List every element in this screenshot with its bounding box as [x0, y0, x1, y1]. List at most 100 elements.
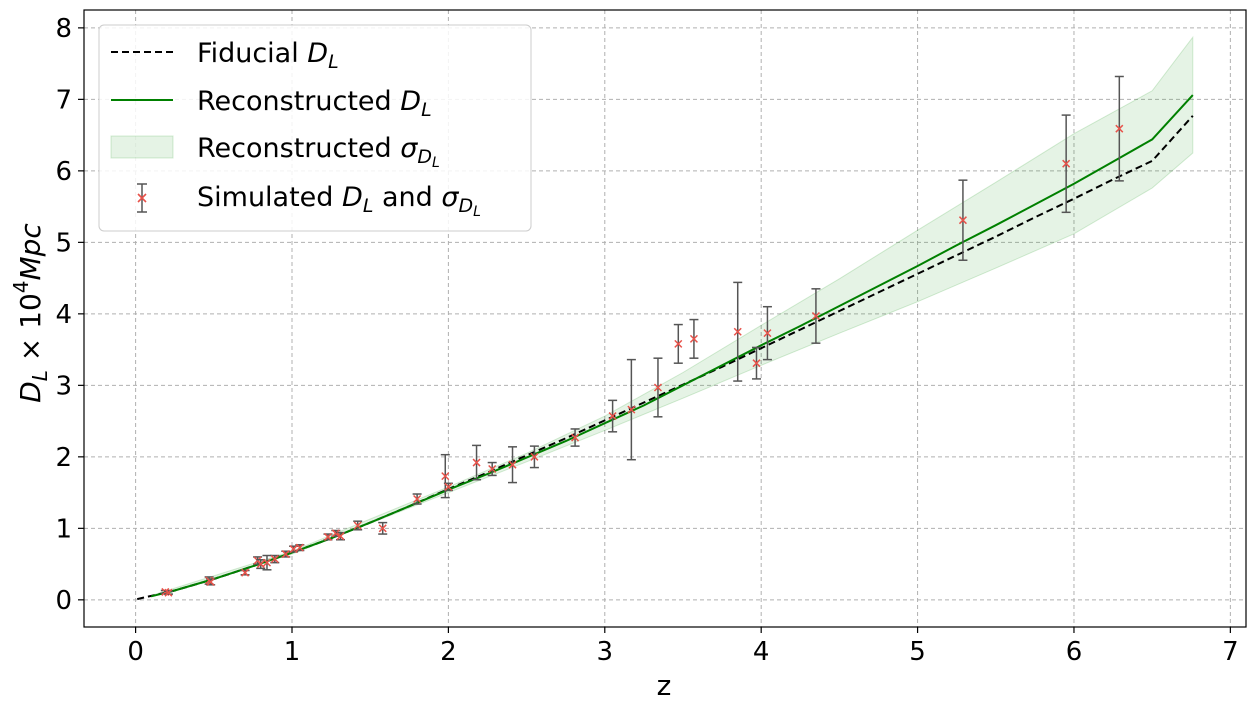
- data-point: [323, 532, 333, 541]
- point-marker: [262, 558, 272, 567]
- y-tick-label: 2: [55, 443, 72, 473]
- legend-simulated-swatch: [137, 183, 147, 213]
- point-marker: [508, 460, 517, 469]
- y-axis-title-times: × 10: [14, 293, 47, 370]
- data-point: [1061, 114, 1071, 214]
- y-tick-label: 6: [55, 157, 72, 187]
- point-marker: [323, 532, 333, 541]
- point-marker: [336, 532, 345, 541]
- data-point: [673, 323, 683, 364]
- point-marker: [441, 472, 450, 481]
- y-axis-title: DL × 104Mpc: [9, 223, 52, 403]
- data-point: [608, 399, 618, 433]
- point-marker: [256, 560, 265, 569]
- data-point: [412, 493, 422, 505]
- data-point: [353, 520, 363, 531]
- x-axis-title: z: [657, 669, 672, 702]
- point-marker: [689, 334, 698, 343]
- data-point: [570, 428, 580, 447]
- point-marker: [331, 529, 340, 538]
- x-tick-label: 4: [753, 637, 770, 667]
- x-tick-label: 2: [440, 637, 457, 667]
- y-tick-label: 0: [55, 586, 72, 616]
- point-marker: [241, 568, 250, 577]
- point-marker: [763, 329, 772, 338]
- point-marker: [1115, 124, 1124, 133]
- y-axis-title-subscript: L: [28, 370, 52, 381]
- point-marker: [752, 359, 761, 368]
- x-tick-label: 6: [1066, 637, 1083, 667]
- lines-layer: [136, 94, 1194, 601]
- data-point: [1114, 75, 1124, 182]
- point-marker: [444, 482, 453, 491]
- data-point: [262, 554, 272, 571]
- point-marker: [653, 383, 662, 392]
- data-point: [529, 445, 539, 469]
- data-point: [472, 444, 482, 481]
- data-point: [811, 288, 821, 344]
- data-point: [443, 482, 453, 492]
- axis-ticks: 0 1 2 3 4 5 6 7 0 1 2 3 4 5 6 7 8: [55, 14, 1238, 667]
- data-point: [331, 529, 341, 538]
- point-marker: [472, 458, 481, 467]
- legend-sigma-label: Reconstructed σDL: [197, 133, 440, 171]
- points-layer: [160, 75, 1124, 597]
- x-tick-label: 5: [909, 637, 926, 667]
- data-point: [378, 521, 388, 535]
- y-tick-label: 1: [55, 514, 72, 544]
- data-point: [626, 358, 636, 461]
- y-tick-label: 3: [55, 371, 72, 401]
- point-marker: [530, 452, 539, 461]
- point-marker: [353, 521, 362, 530]
- point-marker: [627, 405, 636, 414]
- x-tick-label: 1: [284, 637, 301, 667]
- y-tick-label: 8: [55, 14, 72, 44]
- y-tick-label: 5: [55, 228, 72, 258]
- data-point: [653, 357, 663, 418]
- grid: [84, 10, 1246, 627]
- legend-sigma-swatch: [110, 135, 174, 159]
- data-point: [289, 545, 299, 554]
- point-marker: [295, 543, 304, 552]
- data-point: [295, 543, 305, 552]
- point-marker: [378, 524, 387, 533]
- point-marker: [571, 433, 580, 442]
- point-marker: [733, 327, 742, 336]
- data-point: [689, 318, 699, 359]
- y-axis-title-exponent: 4: [9, 280, 33, 293]
- point-marker: [281, 550, 290, 559]
- data-point: [733, 281, 743, 382]
- point-marker: [488, 464, 497, 474]
- point-marker: [608, 412, 617, 421]
- y-tick-label: 4: [55, 300, 72, 330]
- data-point: [163, 588, 173, 597]
- y-axis-title-unit: Mpc: [14, 223, 47, 281]
- point-marker: [1062, 159, 1071, 168]
- point-marker: [206, 577, 215, 586]
- data-point: [958, 179, 968, 261]
- point-marker: [270, 555, 279, 564]
- x-tick-label: 3: [597, 637, 614, 667]
- y-axis-title-symbol: D: [14, 381, 47, 403]
- data-point: [270, 554, 280, 564]
- data-point: [206, 577, 216, 586]
- data-point: [508, 446, 518, 484]
- point-marker: [164, 588, 173, 597]
- point-marker: [413, 494, 422, 504]
- y-tick-label: 7: [55, 85, 72, 115]
- point-marker: [289, 545, 298, 554]
- legend: Fiducial DL Reconstructed DL Reconstruct…: [98, 24, 532, 232]
- x-tick-label: 7: [1222, 637, 1239, 667]
- data-point: [751, 346, 761, 380]
- data-point: [281, 550, 291, 559]
- point-marker: [958, 216, 967, 225]
- legend-fiducial-label: Fiducial DL: [197, 38, 339, 73]
- data-point: [762, 305, 772, 361]
- point-marker: [811, 311, 820, 321]
- data-point: [335, 531, 345, 541]
- data-point: [240, 568, 250, 577]
- data-point: [487, 461, 497, 477]
- legend-reconstructed-label: Reconstructed DL: [197, 86, 432, 121]
- x-tick-label: 0: [127, 637, 144, 667]
